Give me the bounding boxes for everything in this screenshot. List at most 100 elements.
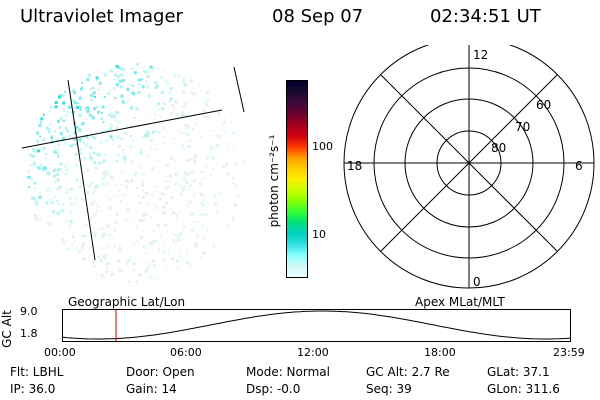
emission-pixel xyxy=(201,203,205,207)
emission-pixel xyxy=(195,117,198,120)
geographic-latitude-line xyxy=(21,109,223,149)
emission-pixel xyxy=(172,241,175,243)
emission-pixel xyxy=(97,153,101,157)
emission-pixel xyxy=(126,99,130,103)
emission-pixel xyxy=(69,144,71,147)
emission-pixel xyxy=(150,126,153,129)
emission-pixel xyxy=(165,265,168,268)
emission-pixel xyxy=(131,91,135,95)
emission-pixel xyxy=(161,107,164,111)
emission-pixel xyxy=(193,154,197,158)
emission-pixel xyxy=(163,211,166,215)
emission-pixel xyxy=(109,123,113,127)
emission-pixel xyxy=(96,106,99,108)
emission-pixel xyxy=(102,161,105,164)
emission-pixel xyxy=(154,105,157,108)
emission-pixel xyxy=(210,156,213,159)
emission-pixel xyxy=(96,78,99,81)
emission-pixel xyxy=(69,135,72,138)
emission-pixel xyxy=(179,232,183,236)
emission-pixel xyxy=(69,202,72,206)
emission-pixel xyxy=(100,111,103,114)
emission-pixel xyxy=(185,133,188,136)
emission-pixel xyxy=(64,119,67,122)
emission-pixel xyxy=(183,177,187,181)
emission-pixel xyxy=(48,123,51,126)
emission-pixel xyxy=(100,117,103,120)
emission-pixel xyxy=(140,164,143,167)
emission-pixel xyxy=(118,269,122,273)
emission-pixel xyxy=(104,173,108,177)
emission-pixel xyxy=(31,196,35,200)
emission-pixel xyxy=(40,163,43,166)
emission-pixel xyxy=(106,225,110,228)
emission-pixel xyxy=(192,92,196,96)
emission-pixel xyxy=(163,70,166,73)
emission-pixel xyxy=(90,98,94,102)
emission-pixel xyxy=(169,100,172,103)
emission-pixel xyxy=(146,202,149,205)
emission-pixel xyxy=(154,185,157,188)
emission-pixel xyxy=(58,95,61,99)
emission-pixel xyxy=(203,238,206,241)
emission-pixel xyxy=(189,184,192,188)
emission-pixel xyxy=(153,118,156,121)
emission-pixel xyxy=(77,102,80,105)
emission-pixel xyxy=(153,240,157,244)
emission-pixel xyxy=(87,254,90,257)
emission-pixel xyxy=(178,239,181,241)
emission-pixel xyxy=(76,177,79,180)
emission-pixel xyxy=(206,91,210,95)
emission-pixel xyxy=(104,233,107,236)
emission-pixel xyxy=(179,132,182,135)
emission-pixel xyxy=(83,142,85,145)
emission-pixel xyxy=(206,156,210,160)
emission-pixel xyxy=(90,182,92,185)
emission-pixel xyxy=(45,126,49,130)
emission-pixel xyxy=(30,164,33,167)
emission-pixel xyxy=(91,135,95,139)
geographic-meridian-line xyxy=(67,79,96,261)
emission-pixel xyxy=(54,181,57,184)
emission-pixel xyxy=(99,228,102,231)
emission-pixel xyxy=(127,183,130,185)
emission-pixel xyxy=(159,234,162,237)
emission-pixel xyxy=(149,65,153,69)
auroral-emission-pixels xyxy=(26,63,245,283)
emission-pixel xyxy=(146,155,149,158)
emission-pixel xyxy=(225,142,228,145)
emission-pixel xyxy=(63,164,67,168)
emission-pixel xyxy=(47,131,50,134)
emission-pixel xyxy=(140,148,143,151)
emission-pixel xyxy=(101,236,105,239)
emission-pixel xyxy=(114,222,117,225)
emission-pixel xyxy=(91,116,95,120)
emission-pixel xyxy=(73,101,77,105)
emission-pixel xyxy=(121,149,124,152)
emission-pixel xyxy=(206,229,209,232)
emission-pixel xyxy=(96,210,99,213)
emission-pixel xyxy=(152,261,155,263)
emission-pixel xyxy=(190,171,193,173)
emission-pixel xyxy=(148,263,151,266)
emission-pixel xyxy=(66,169,69,172)
emission-pixel xyxy=(149,215,152,218)
emission-pixel xyxy=(70,187,73,190)
emission-pixel xyxy=(114,96,117,99)
emission-pixel xyxy=(198,84,201,87)
emission-pixel xyxy=(53,196,56,199)
emission-pixel xyxy=(108,263,111,266)
emission-pixel xyxy=(69,211,73,215)
emission-pixel xyxy=(79,105,82,108)
emission-pixel xyxy=(174,159,177,162)
emission-pixel xyxy=(147,76,150,79)
emission-pixel xyxy=(75,125,79,129)
emission-pixel xyxy=(47,127,51,131)
emission-pixel xyxy=(107,92,110,95)
emission-pixel xyxy=(210,151,213,154)
emission-pixel xyxy=(210,148,213,151)
emission-pixel xyxy=(176,214,179,217)
emission-pixel xyxy=(87,142,90,145)
emission-pixel xyxy=(122,156,126,160)
emission-pixel xyxy=(157,159,159,162)
